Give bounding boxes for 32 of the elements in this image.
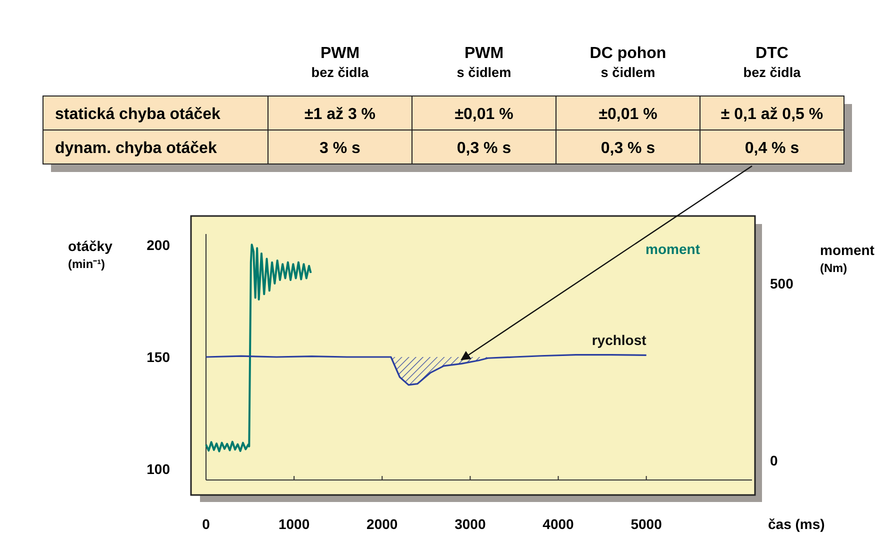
x-tick-label: 4000 (542, 516, 574, 532)
x-tick-label: 0 (202, 516, 210, 532)
y-tick-label: 200 (146, 237, 170, 254)
category-label: DTC bez čidla (743, 45, 802, 80)
text: 0,4 % s (744, 140, 800, 157)
text: 0,3 % s (600, 140, 656, 157)
x-tick-label: 2000 (366, 516, 398, 532)
y-axis-title: otáčky (min⁻¹) (68, 238, 113, 271)
text: ±1 až 3 % (304, 106, 376, 123)
category-label: DC pohon s čidlem (590, 45, 666, 80)
y-tick-label: 100 (146, 460, 170, 477)
y2-axis-title: moment (Nm) (820, 242, 875, 275)
x-axis-title: čas (ms) (768, 516, 825, 532)
x-tick-label: 5000 (630, 516, 662, 532)
y-tick-label: 150 (146, 349, 170, 365)
category-label: PWM s čidlem (456, 45, 512, 80)
series-label: rychlost (592, 332, 647, 348)
category-label: dynam. chyba otáček (55, 140, 217, 157)
category-label: statická chyba otáček (55, 106, 220, 123)
text: moment (646, 241, 700, 257)
text: ± 0,1 až 0,5 % (720, 106, 824, 123)
text: 3 % s (320, 140, 360, 157)
text: ±0,01 % (598, 106, 658, 123)
line-series (205, 354, 648, 386)
text: 0,3 % s (456, 140, 512, 157)
y2-tick-label: 500 (770, 276, 794, 292)
category-label: PWM bez čidla (311, 45, 370, 80)
line-series (205, 244, 312, 452)
x-tick-label: 1000 (278, 516, 310, 532)
y2-tick-label: 0 (770, 452, 778, 469)
x-tick-label: 3000 (454, 516, 486, 532)
text: ±0,01 % (454, 106, 514, 123)
